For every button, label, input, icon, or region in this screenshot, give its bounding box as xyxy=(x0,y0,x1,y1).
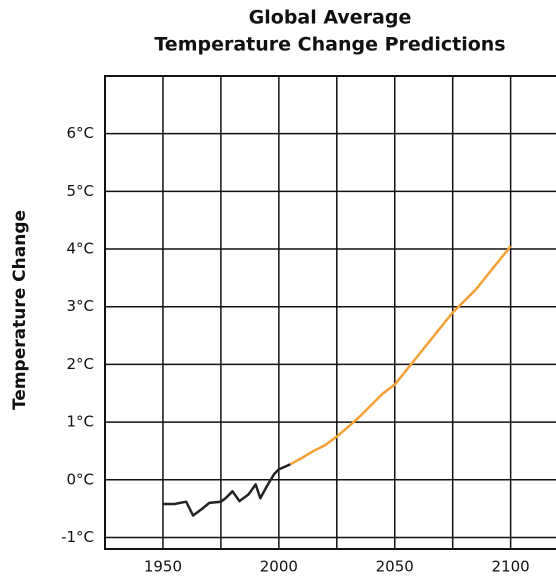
chart-title: Temperature Change Predictions xyxy=(154,34,505,56)
line-series xyxy=(162,463,291,517)
y-tick-label: 0°C xyxy=(66,470,94,488)
y-tick-label: 3°C xyxy=(66,297,94,315)
y-tick-label: 2°C xyxy=(66,355,94,373)
plot-frame xyxy=(104,75,556,550)
y-tick-label: 1°C xyxy=(66,413,94,431)
y-tick-label: 5°C xyxy=(66,182,94,200)
y-tick-label: 4°C xyxy=(66,240,94,258)
y-axis-label: Temperature Change xyxy=(10,210,30,410)
x-tick-label: 1950 xyxy=(144,558,182,576)
x-tick-label: 2050 xyxy=(376,558,414,576)
line-series xyxy=(289,245,512,466)
y-tick-label: 6°C xyxy=(66,124,94,142)
x-tick-label: 2000 xyxy=(260,558,298,576)
y-tick-label: -1°C xyxy=(61,528,94,546)
chart-title: Global Average xyxy=(249,7,412,29)
x-tick-label: 2100 xyxy=(492,558,530,576)
